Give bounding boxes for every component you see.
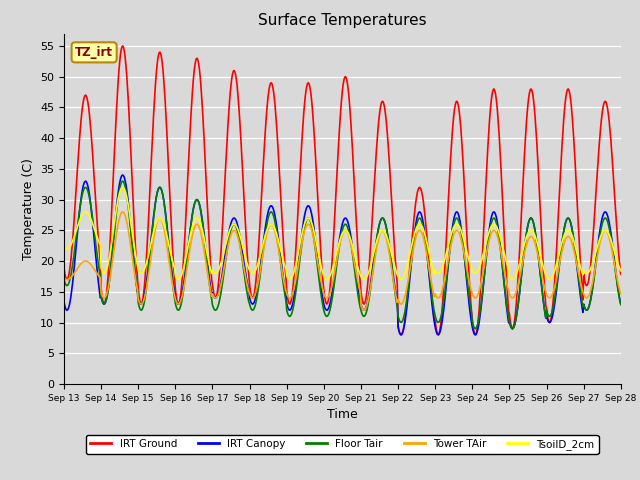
Legend: IRT Ground, IRT Canopy, Floor Tair, Tower TAir, TsoilD_2cm: IRT Ground, IRT Canopy, Floor Tair, Towe…	[86, 435, 598, 454]
X-axis label: Time: Time	[327, 408, 358, 421]
Text: TZ_irt: TZ_irt	[75, 46, 113, 59]
Y-axis label: Temperature (C): Temperature (C)	[22, 158, 35, 260]
Title: Surface Temperatures: Surface Temperatures	[258, 13, 427, 28]
